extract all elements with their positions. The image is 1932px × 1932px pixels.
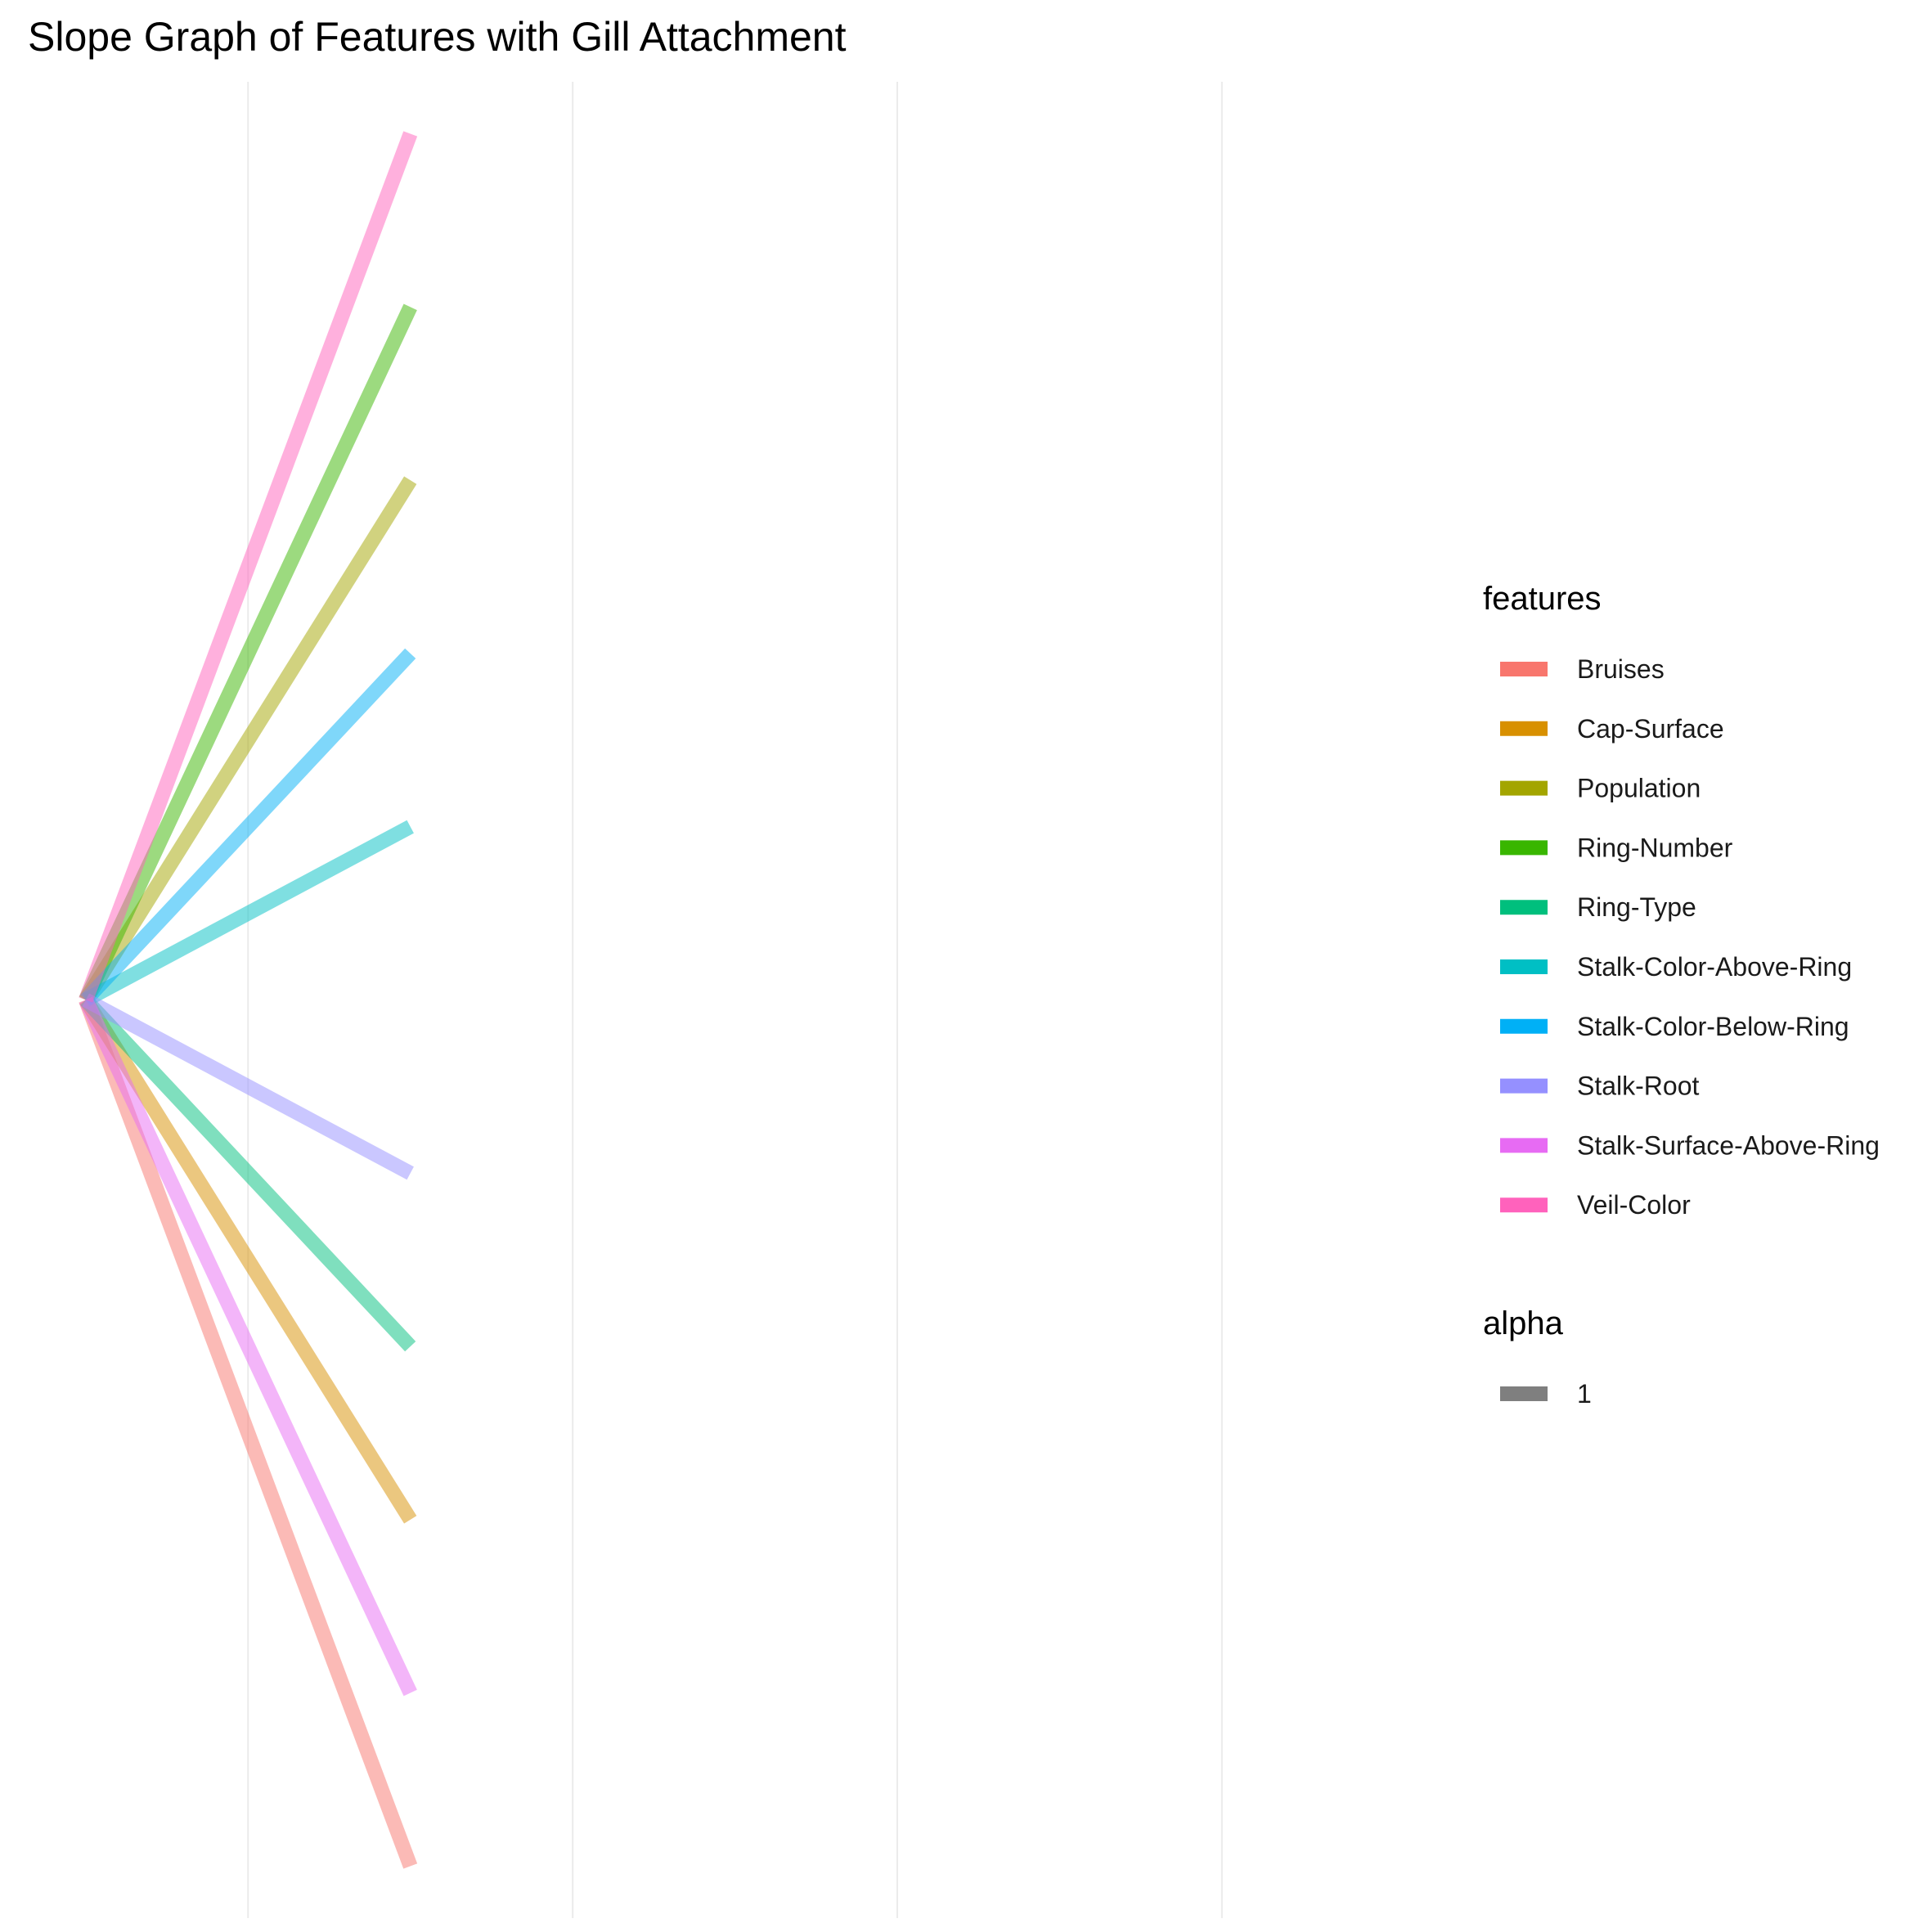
series-line-veil-color — [79, 131, 418, 1003]
series-lines — [79, 131, 418, 1869]
series-line-stalk-root — [82, 993, 414, 1180]
legend-label-stalk-root: Stalk-Root — [1577, 1072, 1700, 1101]
legend-label-ring-type: Ring-Type — [1577, 892, 1696, 922]
chart-title: Slope Graph of Features with Gill Attach… — [28, 14, 847, 60]
legend-label-veil-color: Veil-Color — [1577, 1190, 1691, 1220]
legend-label-stalk-color-above-ring: Stalk-Color-Above-Ring — [1577, 952, 1852, 982]
legend-label-ring-number: Ring-Number — [1577, 833, 1733, 862]
legend-label-population: Population — [1577, 774, 1701, 803]
legend-features: features Bruises Cap-Surface Population Rin… — [1483, 581, 1880, 1220]
legend-alpha: alpha 1 — [1483, 1305, 1592, 1409]
legend-label-stalk-color-below-ring: Stalk-Color-Below-Ring — [1577, 1012, 1849, 1041]
legend-features-items: Bruises Cap-Surface Population Ring-Number R… — [1500, 654, 1880, 1220]
legend-features-title: features — [1483, 581, 1602, 617]
legend-label-cap-surface: Cap-Surface — [1577, 714, 1724, 744]
series-line-cap-surface — [79, 995, 417, 1524]
grid — [247, 82, 1223, 1918]
legend-alpha-title: alpha — [1483, 1305, 1564, 1341]
series-line-population — [79, 476, 417, 1004]
series-line-ring-number — [79, 303, 417, 1004]
series-line-stalk-color-below-ring — [80, 648, 416, 1005]
legend-alpha-items: 1 — [1500, 1379, 1592, 1409]
legend-label-stalk-surface-above-ring: Stalk-Surface-Above-Ring — [1577, 1130, 1880, 1160]
legend-label-bruises: Bruises — [1577, 654, 1665, 684]
series-line-ring-type — [80, 995, 416, 1352]
series-line-stalk-surface-above-ring — [79, 996, 417, 1696]
series-line-stalk-color-above-ring — [82, 820, 414, 1007]
series-line-bruises — [79, 997, 418, 1869]
legend-label-alpha-1: 1 — [1577, 1379, 1592, 1409]
